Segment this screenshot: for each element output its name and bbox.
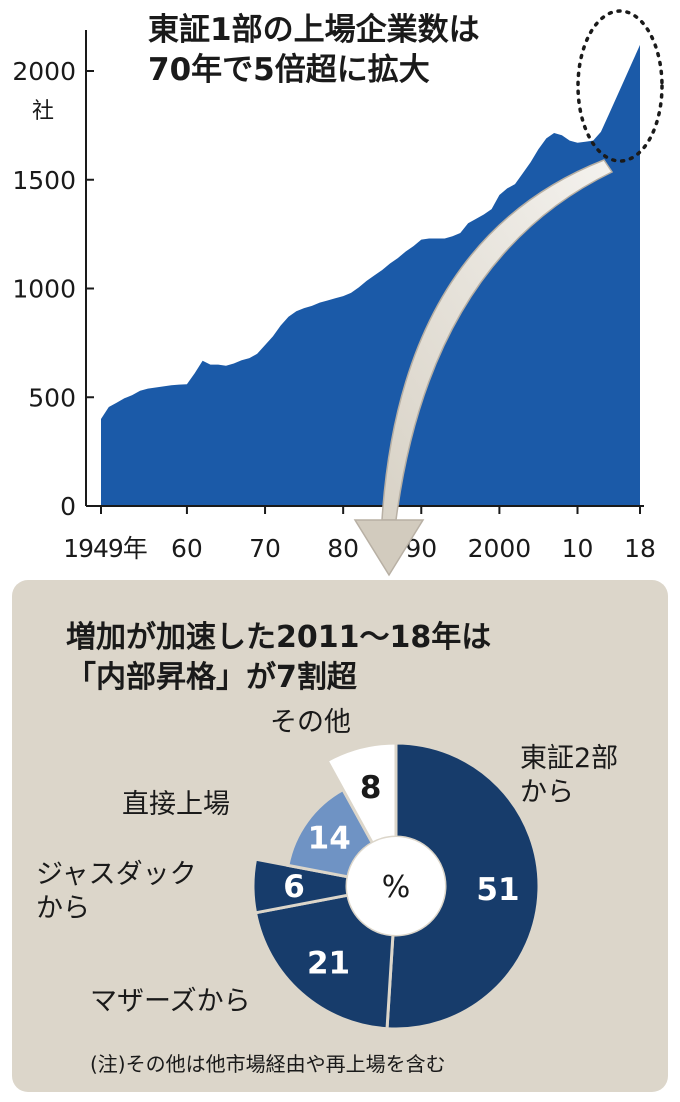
label-other: その他: [270, 707, 351, 738]
x-tick-label: 2000: [468, 534, 532, 563]
area-title-line2: 70年で5倍超に拡大: [148, 52, 430, 88]
y-tick-label: 500: [28, 383, 76, 412]
x-tick-label: 1949年: [63, 534, 147, 563]
label-direct: 直接上場: [122, 789, 230, 820]
x-tick-label: 80: [327, 534, 359, 563]
label-jasdaq-line1: ジャスダック: [36, 859, 197, 890]
slice-tosho2-value: 51: [476, 872, 519, 908]
area-title-line1: 東証1部の上場企業数は: [148, 12, 480, 48]
x-tick-label: 10: [562, 534, 594, 563]
x-tick-label: 18: [624, 534, 656, 563]
y-tick-label: 1000: [12, 275, 76, 304]
donut-hole: [347, 837, 445, 935]
label-tosho2: 東証2部 から: [520, 742, 618, 810]
footnote: (注)その他は他市場経由や再上場を含む: [90, 1052, 446, 1076]
y-tick-label: 1500: [12, 166, 76, 195]
curved-arrow-head: [353, 519, 425, 577]
highlight-ellipse: [576, 9, 664, 163]
label-tosho2-line2: から: [520, 777, 574, 808]
x-tick-label: 70: [249, 534, 281, 563]
label-mothers: マザーズから: [90, 986, 251, 1017]
donut-center-label: %: [382, 870, 411, 905]
slice-direct-value: 14: [308, 821, 351, 857]
y-tick-label: 2000: [12, 57, 76, 86]
label-jasdaq: ジャスダック から: [36, 858, 197, 926]
area-series: [101, 44, 640, 507]
y-unit-label: 社: [32, 99, 54, 124]
slice-jasdaq-value: 6: [283, 869, 305, 905]
x-tick-label: 60: [171, 534, 203, 563]
pie-title-line1: 増加が加速した2011～18年は: [66, 620, 492, 655]
pie-title-line2: 「内部昇格」が7割超: [66, 660, 357, 695]
slice-other-value: 8: [360, 770, 382, 806]
slice-mothers-value: 21: [307, 946, 350, 982]
label-jasdaq-line2: から: [36, 893, 90, 924]
label-tosho2-line1: 東証2部: [520, 743, 619, 774]
y-tick-label: 0: [60, 492, 76, 521]
